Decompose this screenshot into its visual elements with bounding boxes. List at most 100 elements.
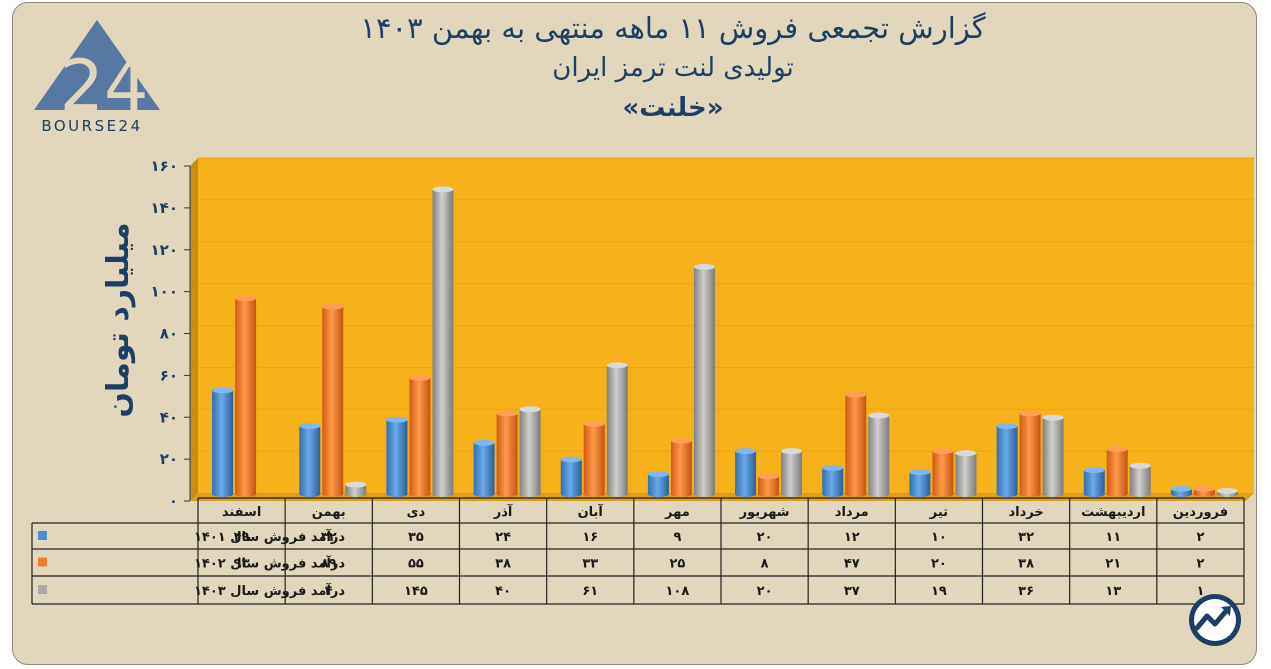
bar [299, 423, 321, 497]
data-label: ۲۰ [757, 530, 773, 545]
bar [1019, 410, 1041, 497]
data-label: ۸ [761, 557, 769, 572]
x-tick-label: مهر [664, 505, 690, 520]
x-tick-label: شهریور [739, 505, 790, 520]
bar [473, 439, 495, 497]
data-label: ۴۹ [234, 530, 250, 545]
bar [583, 420, 605, 497]
trend-arrow-icon [1189, 594, 1241, 646]
data-label: ۶۱ [582, 584, 598, 599]
bar [1083, 466, 1105, 497]
y-axis: ۰ ۲۰ ۴۰ ۶۰ ۸۰ ۱۰۰ ۱۲۰ ۱۴۰ ۱۶۰ میلیارد تومان [101, 157, 191, 510]
bar [996, 423, 1018, 497]
x-tick-label: دی [407, 505, 426, 520]
x-tick-label: فروردین [1173, 505, 1228, 520]
data-label: ۹ [673, 530, 681, 545]
bar [758, 473, 780, 497]
logo-triangle [34, 20, 160, 110]
y-axis-label: میلیارد تومان [101, 222, 136, 417]
bar [432, 186, 454, 497]
legend-swatch [38, 531, 47, 540]
bar [322, 303, 344, 497]
bar [496, 410, 518, 497]
bar [345, 481, 367, 497]
data-label: ۴۰ [495, 584, 511, 599]
y-tick-label: ۸۰ [160, 325, 178, 343]
bar [409, 374, 431, 497]
company-name: تولیدی لنت ترمز ایران [552, 53, 794, 83]
bar [606, 362, 628, 497]
y-tick-label: ۶۰ [160, 366, 178, 384]
plot-floor [190, 493, 1254, 501]
bar [1216, 487, 1238, 497]
data-label: ۳۷ [844, 584, 860, 599]
bar [693, 263, 715, 497]
x-tick-label: آبان [578, 503, 604, 520]
data-label: ۳۲ [1018, 530, 1034, 545]
bar [735, 448, 757, 497]
bar [845, 391, 867, 497]
bar [560, 456, 582, 497]
data-label: ۲ [1196, 557, 1204, 572]
bar [868, 412, 890, 497]
plot-area [190, 157, 1254, 501]
bar [212, 387, 234, 497]
bar [781, 448, 803, 497]
bar [519, 406, 541, 497]
bar [670, 437, 692, 497]
y-tick-label: ۱۴۰ [151, 199, 178, 217]
data-label: ۴ [325, 584, 333, 599]
bar [235, 295, 257, 497]
data-label: ۱۰ [931, 530, 947, 545]
bar [386, 416, 408, 497]
data-label: ۹۳ [234, 557, 250, 572]
y-tick-label: ۱۰۰ [151, 283, 178, 301]
y-tick-label: ۴۰ [160, 408, 178, 426]
data-label: ۳۸ [1018, 557, 1034, 572]
data-label: ۲۵ [669, 557, 685, 572]
data-label: ۱۹ [931, 584, 947, 599]
bar [1106, 446, 1128, 497]
plot-side-wall [190, 158, 198, 501]
chart-title: گزارش تجمعی فروش ۱۱ ماهه منتهی به بهمن ۱… [360, 11, 986, 45]
bourse24-logo: 24 BOURSE24 [34, 20, 160, 135]
data-label: ۳۲ [321, 530, 337, 545]
data-label: ۸۹ [321, 557, 337, 572]
data-label: ۱ [1196, 584, 1204, 599]
data-label: ۳۳ [582, 557, 598, 572]
data-label: ۳۶ [1018, 584, 1034, 599]
legend-label: درآمد فروش سال ۱۴۰۱ [194, 528, 345, 545]
data-label: ۱۱ [1105, 530, 1121, 545]
bar [822, 464, 844, 497]
bars [212, 186, 1238, 497]
ticker-symbol: «خلنت» [622, 93, 724, 123]
data-label: ۲۰ [757, 584, 773, 599]
logo-mark: 24 [59, 45, 148, 127]
legend-swatch [38, 557, 47, 567]
data-label: ۳۸ [495, 557, 511, 572]
data-label: ۲۰ [931, 557, 947, 572]
bar [1042, 414, 1064, 497]
bar [909, 469, 931, 497]
data-label: ۱۶ [582, 530, 598, 545]
x-tick-label: آذر [493, 503, 513, 520]
data-label: ۱۲ [844, 530, 860, 545]
logo-text: BOURSE24 [41, 117, 142, 135]
data-label: ۲۱ [1105, 557, 1121, 572]
data-label: ۱۳ [1105, 584, 1121, 599]
x-tick-label: اسفند [222, 505, 261, 520]
y-tick-label: ۲۰ [160, 450, 178, 468]
bar [932, 448, 954, 497]
legend-label: درآمد فروش سال ۱۴۰۳ [194, 582, 345, 599]
x-tick-label: اردیبهشت [1081, 505, 1145, 520]
y-tick-label: ۱۶۰ [151, 157, 178, 175]
x-tick-label: مرداد [835, 505, 869, 520]
data-label: ۲۴ [495, 530, 511, 545]
bar [1129, 462, 1151, 497]
data-label: ۵۵ [408, 557, 424, 572]
bar [1170, 485, 1192, 497]
x-tick-label: تیر [929, 505, 948, 520]
bar [955, 450, 977, 497]
bar [647, 471, 669, 497]
